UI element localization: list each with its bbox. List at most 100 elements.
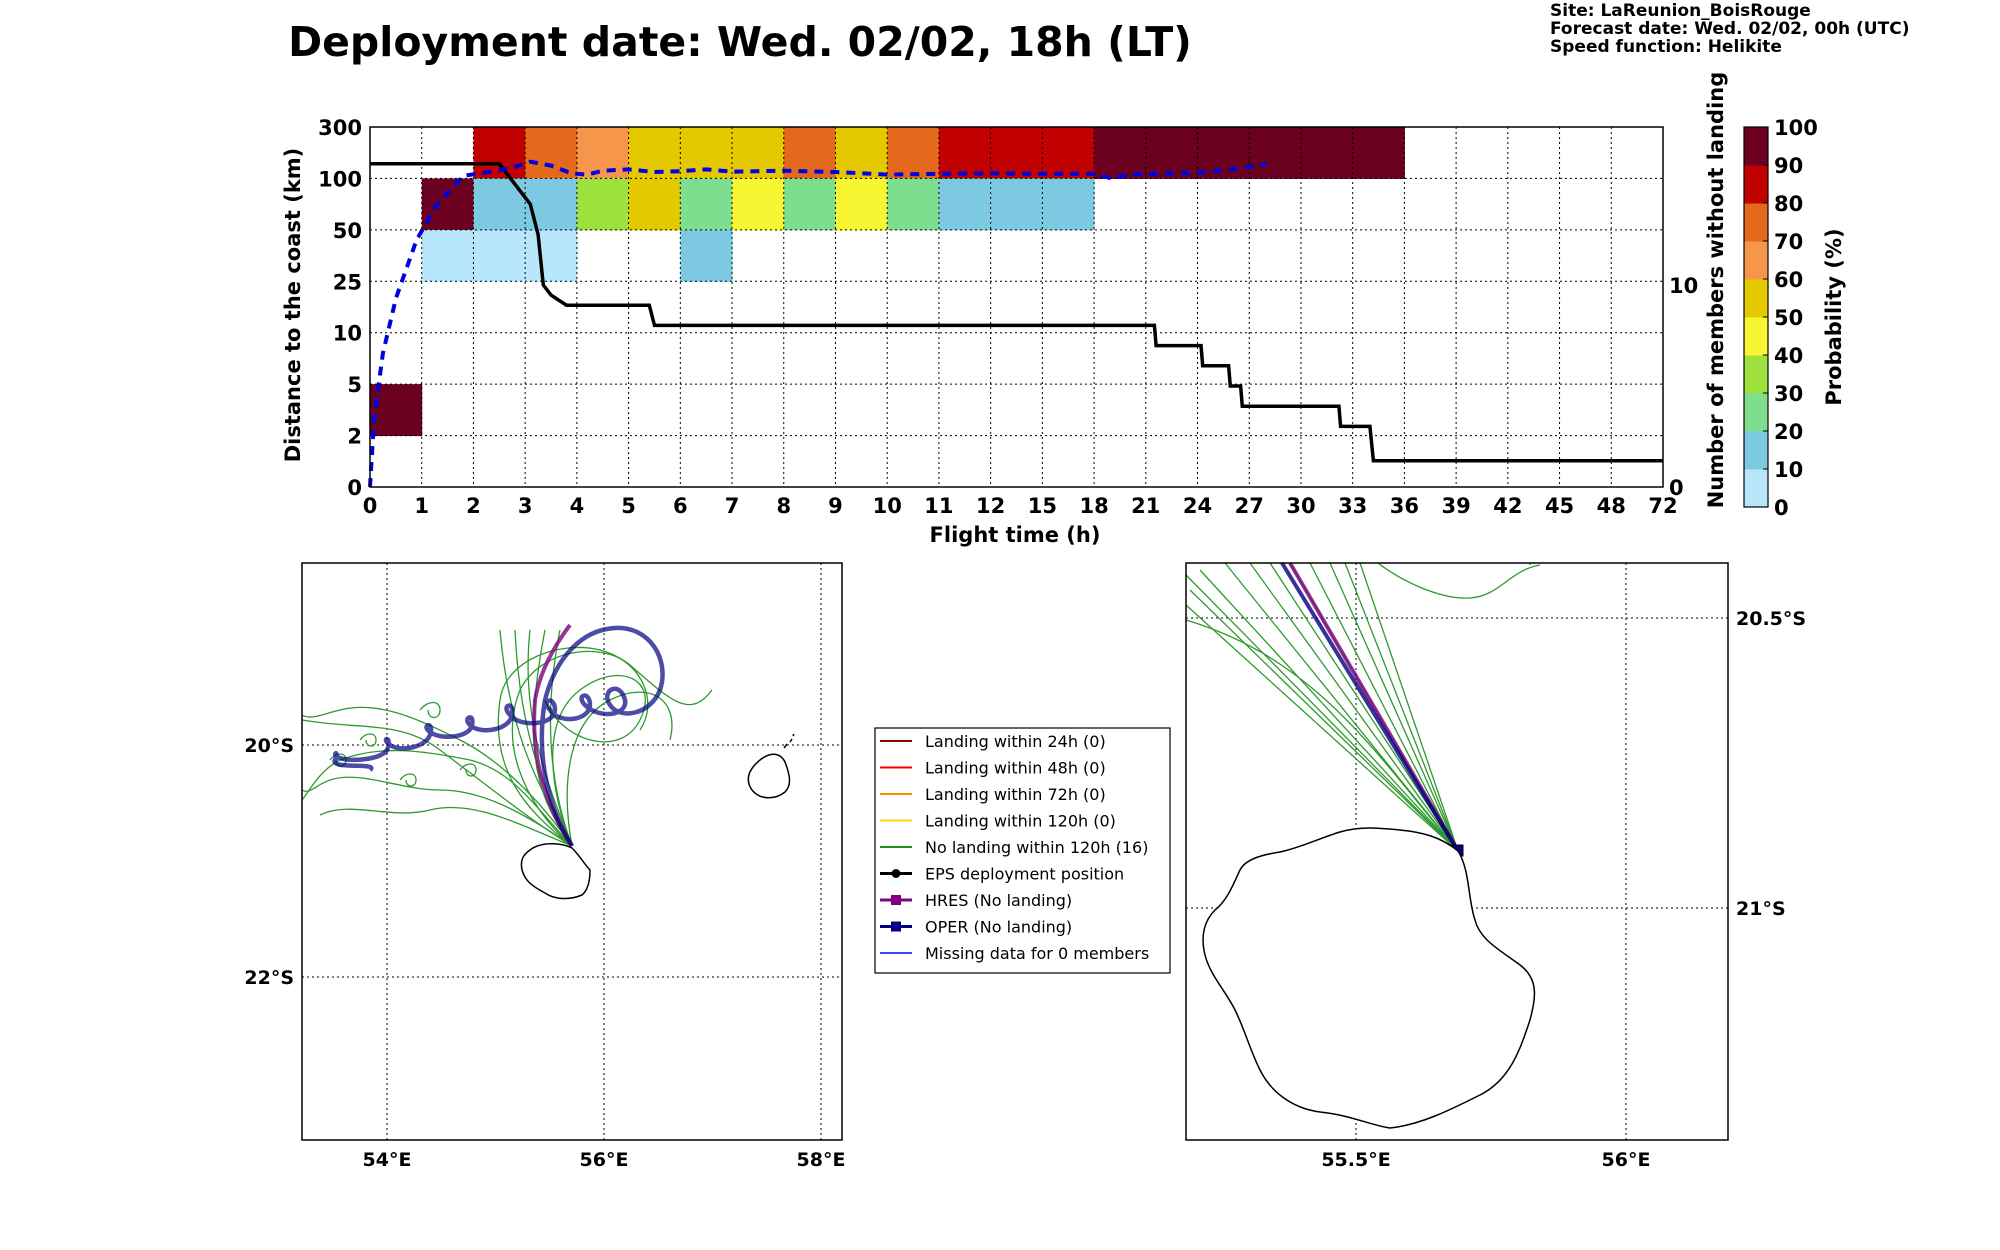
heatmap-cell <box>835 127 888 179</box>
left-map-oper-track <box>332 625 665 848</box>
right-map-lat-label: 20.5°S <box>1736 608 1806 630</box>
colorbar-tick-labels: 0 10 20 30 40 50 60 70 80 90 100 <box>1763 116 1818 520</box>
x-tick-label: 6 <box>673 494 688 518</box>
heatmap-cell <box>628 178 681 231</box>
left-map-lon-label: 58°E <box>797 1149 846 1171</box>
x-tick-label: 33 <box>1338 494 1367 518</box>
y-tick-label: 5 <box>347 373 362 397</box>
right-map-lat-label: 21°S <box>1736 898 1786 920</box>
legend-label: Landing within 72h (0) <box>925 785 1106 804</box>
legend: Landing within 24h (0) Landing within 48h… <box>874 727 1171 974</box>
x-tick-label: 5 <box>621 494 636 518</box>
chart-title: Deployment date: Wed. 02/02, 18h (LT) <box>288 18 1192 66</box>
heatmap-cell <box>1300 127 1354 179</box>
site-label: Site: LaReunion_BoisRouge <box>1550 1 1811 21</box>
colorbar-label: Probability (%) <box>1822 228 1846 405</box>
x-tick-label: 8 <box>776 494 791 518</box>
y2-axis-label: Number of members without landing <box>1704 72 1728 509</box>
x-tick-label: 48 <box>1597 494 1626 518</box>
left-map-tick-labels: 54°E 56°E 58°E 20°S 22°S <box>244 735 845 1171</box>
heatmap-cell <box>783 178 836 231</box>
colorbar-segment <box>1744 431 1768 470</box>
x-tick-label: 2 <box>466 494 481 518</box>
heatmap-cell <box>1249 127 1302 179</box>
colorbar <box>1744 127 1768 508</box>
colorbar-tick-label: 100 <box>1774 116 1818 140</box>
x-tick-label: 1 <box>414 494 429 518</box>
y-tick-label: 50 <box>333 219 362 243</box>
y2-tick-label: 10 <box>1669 274 1698 298</box>
heatmap-cell <box>680 178 733 231</box>
x-tick-label: 12 <box>976 494 1005 518</box>
speed-function-label: Speed function: Helikite <box>1550 37 1782 57</box>
y-tick-label: 100 <box>318 167 362 191</box>
heatmap-cell <box>1145 127 1199 179</box>
colorbar-segment <box>1744 203 1768 242</box>
left-map-mauritius-island <box>747 753 791 799</box>
heatmap-cell <box>835 178 888 231</box>
legend-marker <box>891 921 901 932</box>
x-tick-label: 27 <box>1235 494 1264 518</box>
y-tick-label: 25 <box>333 270 362 294</box>
colorbar-segment <box>1744 241 1768 280</box>
colorbar-segment <box>1744 165 1768 204</box>
right-map-oper-track <box>1280 561 1460 853</box>
legend-label: Landing within 120h (0) <box>925 812 1116 831</box>
x-tick-label: 42 <box>1493 494 1522 518</box>
colorbar-segment <box>1744 127 1768 166</box>
legend-label: No landing within 120h (16) <box>925 838 1148 857</box>
hres-distance-line <box>368 159 1267 488</box>
heatmap-cell <box>1042 127 1095 179</box>
heatmap-cell <box>990 127 1043 179</box>
x-tick-label: 3 <box>518 494 533 518</box>
y-tick-label: 10 <box>333 322 362 346</box>
right-map <box>1185 561 1729 1141</box>
colorbar-segment <box>1744 317 1768 356</box>
x-tick-label: 21 <box>1131 494 1160 518</box>
heatmap-cell <box>1197 127 1250 179</box>
right-map-lon-label: 56°E <box>1602 1149 1651 1171</box>
x-tick-label: 9 <box>828 494 843 518</box>
legend-label: Landing within 24h (0) <box>925 732 1106 751</box>
heatmap-cell <box>421 229 474 282</box>
colorbar-tick-label: 40 <box>1774 344 1803 368</box>
left-map-lat-label: 20°S <box>244 735 294 757</box>
legend-marker <box>891 895 901 905</box>
members-without-landing-series <box>370 162 1663 463</box>
left-map-lon-label: 56°E <box>580 1149 629 1171</box>
x-tick-label: 18 <box>1079 494 1108 518</box>
heatmap-cell <box>938 127 992 179</box>
colorbar-segment <box>1744 393 1768 432</box>
x-tick-label: 10 <box>873 494 902 518</box>
right-map-reunion-island <box>1202 827 1536 1129</box>
heatmap-cell <box>1352 127 1405 179</box>
y2-tick-label: 0 <box>1669 476 1684 500</box>
x-tick-label: 11 <box>924 494 953 518</box>
hres-distance-series <box>368 159 1267 488</box>
x-tick-label: 24 <box>1183 494 1212 518</box>
heatmap-cell <box>525 178 578 231</box>
colorbar-tick-label: 10 <box>1774 458 1803 482</box>
top-chart-frame <box>369 126 1664 488</box>
legend-label: EPS deployment position <box>925 865 1124 884</box>
x-tick-label: 4 <box>570 494 585 518</box>
heatmap-cell <box>370 384 423 437</box>
heatmap-cell <box>732 178 785 231</box>
heatmap-cell <box>576 127 630 179</box>
left-map-lat-label: 22°S <box>244 967 294 989</box>
heatmap-cell <box>421 178 474 231</box>
x-tick-label: 45 <box>1545 494 1574 518</box>
colorbar-tick-label: 70 <box>1774 230 1803 254</box>
legend-label: Missing data for 0 members <box>925 944 1149 963</box>
colorbar-tick-label: 20 <box>1774 420 1803 444</box>
right-map-lon-label: 55.5°E <box>1321 1149 1390 1171</box>
x-tick-label: 36 <box>1390 494 1419 518</box>
left-map-reunion-island <box>520 843 591 900</box>
heatmap-cell <box>525 127 578 179</box>
right-map-tick-labels: 55.5°E 56°E 20.5°S 21°S <box>1321 608 1806 1171</box>
colorbar-tick-label: 0 <box>1774 496 1789 520</box>
legend-label: Landing within 48h (0) <box>925 759 1106 778</box>
colorbar-tick-label: 30 <box>1774 382 1803 406</box>
